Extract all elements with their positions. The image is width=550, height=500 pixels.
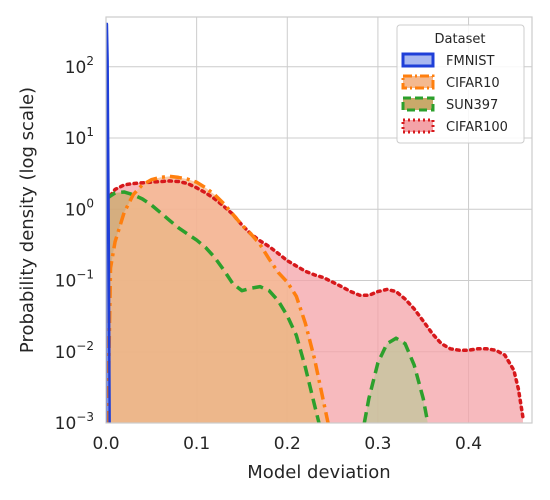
legend-label-sun397: SUN397 [446,98,498,113]
legend-label-cifar10: CIFAR10 [446,76,500,91]
y-tick-exponent: −2 [76,339,94,353]
legend-swatch-cifar100 [401,118,435,134]
y-tick-exponent: 0 [86,196,94,210]
y-tick-base: 10 [55,414,77,434]
line-sun397-2 [362,336,430,423]
y-tick-exponent: −3 [76,410,94,424]
x-tick-label-2: 0.2 [274,434,301,454]
y-tick-label-1: 10−2 [55,339,94,363]
y-tick-exponent: 2 [86,54,94,68]
y-tick-base: 10 [55,272,77,292]
y-tick-label-5: 102 [65,54,94,78]
line-cifar10-3 [106,174,330,423]
y-tick-base: 10 [65,129,87,149]
x-tick-label-0: 0.0 [92,434,119,454]
legend-title: Dataset [435,32,486,47]
series-areas [106,23,523,423]
legend-label-fmnist: FMNIST [446,54,495,69]
x-tick-label-3: 0.3 [364,434,391,454]
legend-swatch-sun397 [401,96,435,112]
y-tick-label-2: 10−1 [55,268,94,292]
y-axis-label: Probability density (log scale) [17,87,38,353]
legend-swatch-fmnist [401,52,435,68]
y-tick-base: 10 [65,200,87,220]
x-tick-label-4: 0.4 [455,434,482,454]
y-tick-base: 10 [55,343,77,363]
area-sun397-2 [364,338,428,423]
y-tick-label-4: 101 [65,125,94,149]
y-tick-base: 10 [65,58,87,78]
line-cifar100-0 [106,179,525,420]
area-cifar10-3 [107,176,329,423]
x-axis-label: Model deviation [247,462,390,483]
legend-swatch-cifar10 [401,74,435,90]
legend-label-cifar100: CIFAR100 [446,120,508,135]
y-tick-exponent: −1 [76,268,94,282]
line-sun397-1 [106,190,321,423]
x-axis-ticks: 0.0 0.1 0.2 0.3 0.4 [92,434,482,454]
plot-frame [105,16,533,424]
y-tick-label-3: 100 [65,196,94,220]
y-tick-label-0: 10−3 [55,410,94,434]
legend: Dataset FMNIST CIFAR10 SUN397 CIFAR100 [396,24,525,144]
y-tick-exponent: 1 [86,125,94,139]
x-tick-label-1: 0.1 [183,434,210,454]
